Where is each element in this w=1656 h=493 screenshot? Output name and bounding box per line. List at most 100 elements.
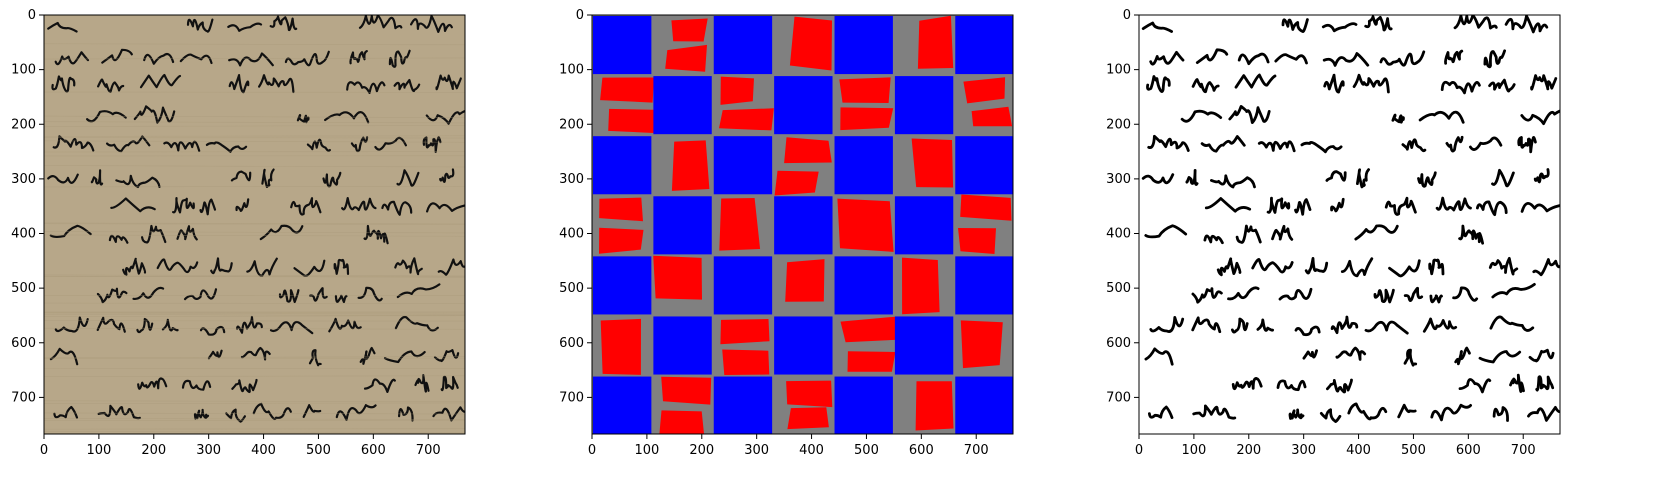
x-tick-label: 0 bbox=[40, 443, 48, 458]
blue-tile bbox=[714, 136, 772, 194]
x-tick-label: 200 bbox=[689, 443, 714, 458]
blue-tile bbox=[835, 377, 893, 435]
red-patch bbox=[601, 319, 641, 375]
blue-tile bbox=[835, 16, 893, 74]
x-tick-label: 400 bbox=[251, 443, 276, 458]
y-tick-label: 300 bbox=[11, 172, 36, 187]
red-patch bbox=[784, 137, 832, 163]
y-tick-label: 600 bbox=[559, 336, 584, 351]
x-tick-label: 300 bbox=[196, 443, 221, 458]
red-patch bbox=[608, 109, 654, 133]
blue-tile bbox=[955, 256, 1013, 314]
blue-tile bbox=[895, 196, 953, 254]
blue-tile bbox=[835, 256, 893, 314]
y-tick-label: 500 bbox=[1106, 281, 1131, 296]
red-patch bbox=[659, 410, 704, 436]
y-tick-label: 400 bbox=[11, 227, 36, 242]
blue-tile bbox=[714, 377, 772, 435]
y-tick-label: 700 bbox=[1106, 390, 1131, 405]
x-tick-label: 200 bbox=[141, 443, 166, 458]
red-patch bbox=[912, 139, 954, 188]
x-tick-label: 300 bbox=[744, 443, 769, 458]
blue-tile bbox=[774, 196, 832, 254]
y-tick-label: 200 bbox=[559, 117, 584, 132]
red-patch bbox=[840, 107, 893, 130]
x-tick-label: 400 bbox=[1346, 443, 1371, 458]
blue-tile bbox=[593, 377, 651, 435]
y-tick-label: 300 bbox=[1106, 172, 1131, 187]
blue-tile bbox=[774, 76, 832, 134]
x-tick-label: 400 bbox=[799, 443, 824, 458]
y-tick-label: 700 bbox=[559, 390, 584, 405]
blue-tile bbox=[955, 16, 1013, 74]
red-patch bbox=[848, 351, 896, 372]
y-tick-label: 500 bbox=[559, 281, 584, 296]
y-tick-label: 500 bbox=[11, 281, 36, 296]
blue-tile bbox=[895, 76, 953, 134]
red-patch bbox=[719, 108, 774, 130]
red-patch bbox=[839, 77, 890, 103]
x-tick-label: 500 bbox=[1401, 443, 1426, 458]
red-patch bbox=[916, 381, 954, 430]
x-tick-label: 600 bbox=[1456, 443, 1481, 458]
red-patch bbox=[721, 77, 755, 105]
y-tick-label: 100 bbox=[1106, 63, 1131, 78]
x-tick-label: 200 bbox=[1236, 443, 1261, 458]
y-tick-label: 700 bbox=[11, 390, 36, 405]
red-patch bbox=[785, 259, 824, 302]
red-patch bbox=[600, 78, 654, 103]
white-background bbox=[1139, 15, 1560, 434]
red-patch bbox=[902, 258, 940, 315]
red-patch bbox=[960, 195, 1011, 221]
x-tick-label: 600 bbox=[361, 443, 386, 458]
y-tick-label: 400 bbox=[559, 227, 584, 242]
red-patch bbox=[653, 256, 702, 300]
x-tick-label: 700 bbox=[1511, 443, 1536, 458]
x-tick-label: 300 bbox=[1291, 443, 1316, 458]
panel-mask: 0 100 200 300 400 500 600 700 0 100 200 300 400 500 60… bbox=[559, 8, 1013, 458]
red-patch bbox=[787, 407, 829, 429]
panel-binarized: 0 100 200 300 400 500 600 700 0 100 200 300 400 500 60… bbox=[1106, 8, 1578, 458]
red-patch bbox=[671, 19, 707, 42]
blue-tile bbox=[653, 76, 711, 134]
red-patch bbox=[790, 17, 832, 71]
blue-tile bbox=[895, 316, 953, 374]
blue-tile bbox=[835, 136, 893, 194]
red-patch bbox=[958, 228, 996, 254]
red-patch bbox=[837, 199, 893, 252]
red-patch bbox=[786, 381, 832, 408]
blue-tile bbox=[653, 316, 711, 374]
blue-tile bbox=[714, 16, 772, 74]
y-tick-label: 400 bbox=[1106, 227, 1131, 242]
mask-tiles bbox=[593, 16, 1014, 437]
y-tick-label: 200 bbox=[1106, 117, 1131, 132]
x-tick-label: 500 bbox=[854, 443, 879, 458]
blue-tile bbox=[955, 136, 1013, 194]
y-tick-label: 300 bbox=[559, 172, 584, 187]
red-patch bbox=[672, 140, 710, 191]
blue-tile bbox=[593, 16, 651, 74]
x-tick-label: 700 bbox=[416, 443, 441, 458]
x-tick-label: 500 bbox=[306, 443, 331, 458]
blue-tile bbox=[593, 256, 651, 314]
y-tick-label: 100 bbox=[11, 63, 36, 78]
y-tick-label: 100 bbox=[559, 63, 584, 78]
blue-tile bbox=[774, 316, 832, 374]
blue-tile bbox=[955, 377, 1013, 435]
y-tick-label: 600 bbox=[11, 336, 36, 351]
blue-tile bbox=[593, 136, 651, 194]
red-patch bbox=[599, 198, 643, 222]
x-tick-label: 700 bbox=[964, 443, 989, 458]
panel-original: 0 100 200 300 400 500 600 700010020030040050060… bbox=[11, 8, 483, 458]
y-tick-label: 0 bbox=[1123, 8, 1131, 23]
red-patch bbox=[720, 319, 769, 344]
red-patch bbox=[719, 198, 760, 251]
blue-tile bbox=[653, 196, 711, 254]
y-tick-label: 0 bbox=[28, 8, 36, 23]
red-patch bbox=[722, 350, 769, 376]
x-tick-label: 100 bbox=[1181, 443, 1206, 458]
y-tick-label: 200 bbox=[11, 117, 36, 132]
x-tick-label: 600 bbox=[909, 443, 934, 458]
blue-tile bbox=[714, 256, 772, 314]
